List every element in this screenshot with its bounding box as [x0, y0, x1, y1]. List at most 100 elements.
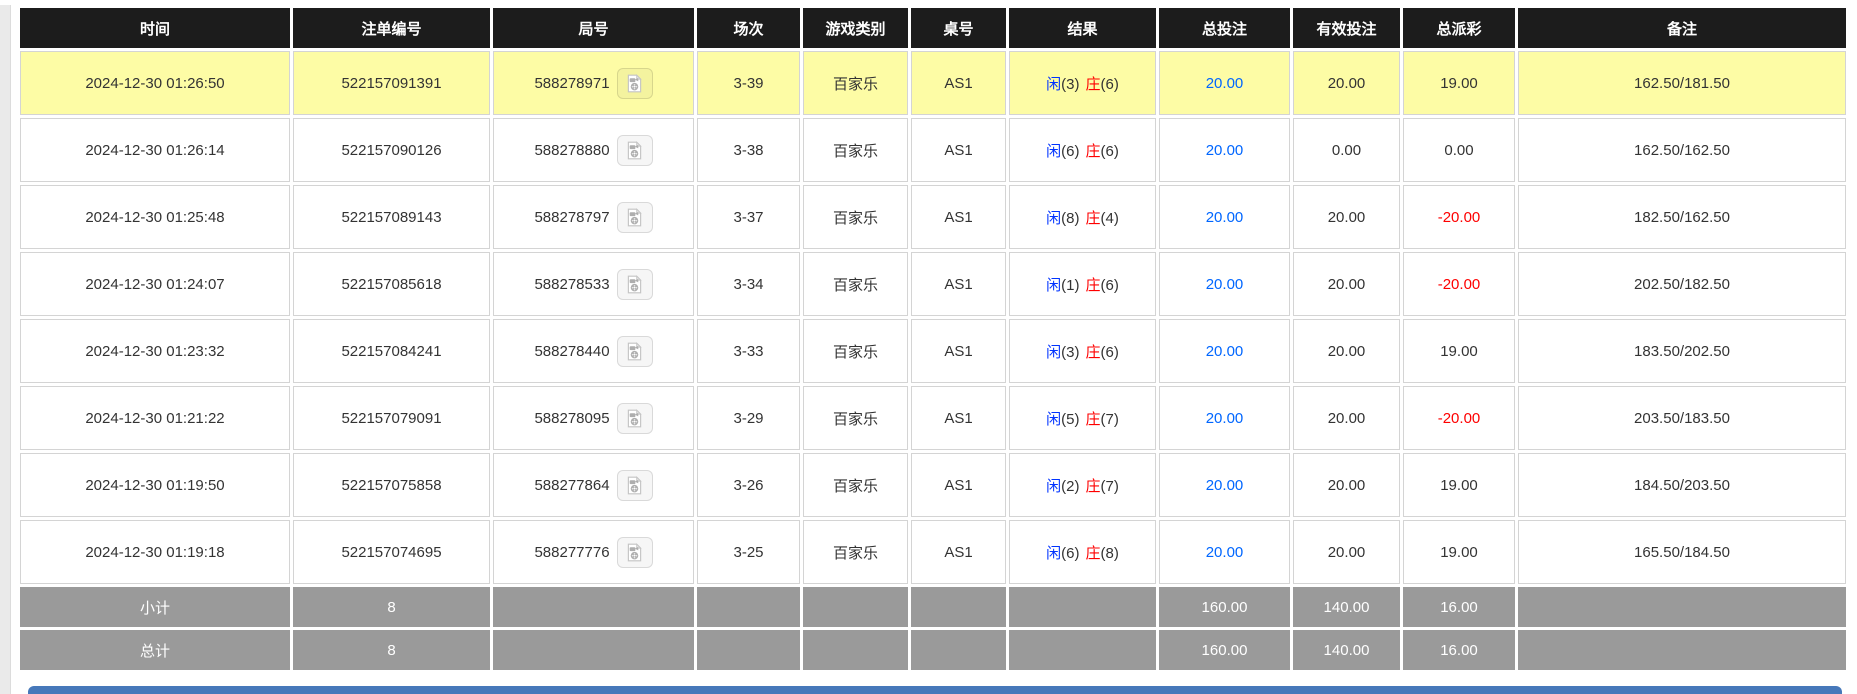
round-id-text: 588278095 — [534, 409, 610, 427]
cell-table-no: AS1 — [911, 520, 1006, 584]
cell-remark: 165.50/184.50 — [1518, 520, 1846, 584]
result-banker-score: (6) — [1100, 142, 1119, 160]
result-banker-score: (6) — [1100, 343, 1119, 361]
column-header-result: 结果 — [1009, 8, 1156, 48]
cell-remark: 203.50/183.50 — [1518, 386, 1846, 450]
cell-total-payout: 19.00 — [1403, 51, 1515, 115]
result-player-score: (1) — [1061, 276, 1080, 294]
cell-result: 闲(1) 庄(6) — [1009, 252, 1156, 316]
cell-game-type: 百家乐 — [803, 453, 908, 517]
result-player-label: 闲 — [1046, 544, 1062, 562]
round-id-wrap: 588278797 — [494, 201, 693, 233]
cell-total-payout: -20.00 — [1403, 252, 1515, 316]
video-icon — [627, 408, 642, 427]
result-player-label: 闲 — [1046, 209, 1062, 227]
cell-time: 2024-12-30 01:23:32 — [20, 319, 290, 383]
cell-bet-id: 522157091391 — [293, 51, 490, 115]
result-banker-score: (6) — [1100, 276, 1119, 294]
cell-session: 3-25 — [697, 520, 800, 584]
total-session — [697, 630, 800, 670]
table-row: 2024-12-30 01:19:18 522157074695 588277776… — [20, 520, 1846, 584]
video-replay-button[interactable] — [616, 201, 653, 233]
cell-round-id: 588278533 — [493, 252, 694, 316]
table-header-row: 时间 注单编号 局号 场次 游戏类别 桌号 结果 总投注 有效投注 总派彩 备注 — [20, 8, 1846, 48]
total-valid-bet: 140.00 — [1293, 630, 1400, 670]
video-replay-button[interactable] — [616, 335, 653, 367]
round-id-text: 588278971 — [534, 74, 610, 92]
cell-table-no: AS1 — [911, 252, 1006, 316]
cell-round-id: 588278440 — [493, 319, 694, 383]
video-replay-button[interactable] — [616, 402, 653, 434]
cell-bet-id: 522157090126 — [293, 118, 490, 182]
cell-valid-bet: 20.00 — [1293, 453, 1400, 517]
column-header-bet-id: 注单编号 — [293, 8, 490, 48]
subtotal-session — [697, 587, 800, 627]
cell-result: 闲(3) 庄(6) — [1009, 319, 1156, 383]
cell-table-no: AS1 — [911, 319, 1006, 383]
cell-time: 2024-12-30 01:25:48 — [20, 185, 290, 249]
cell-game-type: 百家乐 — [803, 319, 908, 383]
cell-total-payout: 19.00 — [1403, 319, 1515, 383]
result-banker-score: (4) — [1100, 209, 1119, 227]
cell-round-id: 588278971 — [493, 51, 694, 115]
result-banker-label: 庄 — [1085, 410, 1101, 428]
total-remark — [1518, 630, 1846, 670]
cell-result: 闲(8) 庄(4) — [1009, 185, 1156, 249]
cell-result: 闲(6) 庄(8) — [1009, 520, 1156, 584]
table-row: 2024-12-30 01:26:50 522157091391 588278971… — [20, 51, 1846, 115]
cell-time: 2024-12-30 01:24:07 — [20, 252, 290, 316]
cell-total-bet: 20.00 — [1159, 319, 1290, 383]
video-replay-button[interactable] — [616, 67, 653, 99]
subtotal-valid-bet: 140.00 — [1293, 587, 1400, 627]
cell-game-type: 百家乐 — [803, 252, 908, 316]
cell-total-bet: 20.00 — [1159, 118, 1290, 182]
cell-bet-id: 522157075858 — [293, 453, 490, 517]
column-header-remark: 备注 — [1518, 8, 1846, 48]
cell-remark: 162.50/162.50 — [1518, 118, 1846, 182]
cell-time: 2024-12-30 01:21:22 — [20, 386, 290, 450]
video-icon — [627, 207, 642, 226]
video-replay-button[interactable] — [616, 469, 653, 501]
cell-result: 闲(3) 庄(6) — [1009, 51, 1156, 115]
result-banker-label: 庄 — [1085, 544, 1101, 562]
cell-total-payout: -20.00 — [1403, 386, 1515, 450]
cell-result: 闲(6) 庄(6) — [1009, 118, 1156, 182]
cell-remark: 162.50/181.50 — [1518, 51, 1846, 115]
cell-game-type: 百家乐 — [803, 118, 908, 182]
result-player-label: 闲 — [1046, 477, 1062, 495]
video-icon — [627, 341, 642, 360]
round-id-text: 588278440 — [534, 342, 610, 360]
cell-round-id: 588277864 — [493, 453, 694, 517]
cell-bet-id: 522157074695 — [293, 520, 490, 584]
cell-total-bet: 20.00 — [1159, 386, 1290, 450]
round-id-text: 588278533 — [534, 275, 610, 293]
table-row: 2024-12-30 01:25:48 522157089143 588278797… — [20, 185, 1846, 249]
cell-valid-bet: 20.00 — [1293, 319, 1400, 383]
total-count: 8 — [293, 630, 490, 670]
result-player-label: 闲 — [1046, 142, 1062, 160]
cell-result: 闲(5) 庄(7) — [1009, 386, 1156, 450]
subtotal-label: 小计 — [20, 587, 290, 627]
video-replay-button[interactable] — [616, 268, 653, 300]
subtotal-table-no — [911, 587, 1006, 627]
cell-remark: 183.50/202.50 — [1518, 319, 1846, 383]
column-header-game-type: 游戏类别 — [803, 8, 908, 48]
cell-session: 3-29 — [697, 386, 800, 450]
video-icon — [627, 274, 642, 293]
round-id-text: 588278797 — [534, 208, 610, 226]
result-player-label: 闲 — [1046, 410, 1062, 428]
video-replay-button[interactable] — [616, 134, 653, 166]
cell-session: 3-33 — [697, 319, 800, 383]
result-banker-label: 庄 — [1085, 477, 1101, 495]
total-table-no — [911, 630, 1006, 670]
result-player-label: 闲 — [1046, 276, 1062, 294]
subtotal-round-id — [493, 587, 694, 627]
cell-total-bet: 20.00 — [1159, 453, 1290, 517]
cell-time: 2024-12-30 01:26:14 — [20, 118, 290, 182]
column-header-total-bet: 总投注 — [1159, 8, 1290, 48]
cell-round-id: 588277776 — [493, 520, 694, 584]
cell-round-id: 588278880 — [493, 118, 694, 182]
video-replay-button[interactable] — [616, 536, 653, 568]
cell-remark: 184.50/203.50 — [1518, 453, 1846, 517]
cell-round-id: 588278095 — [493, 386, 694, 450]
